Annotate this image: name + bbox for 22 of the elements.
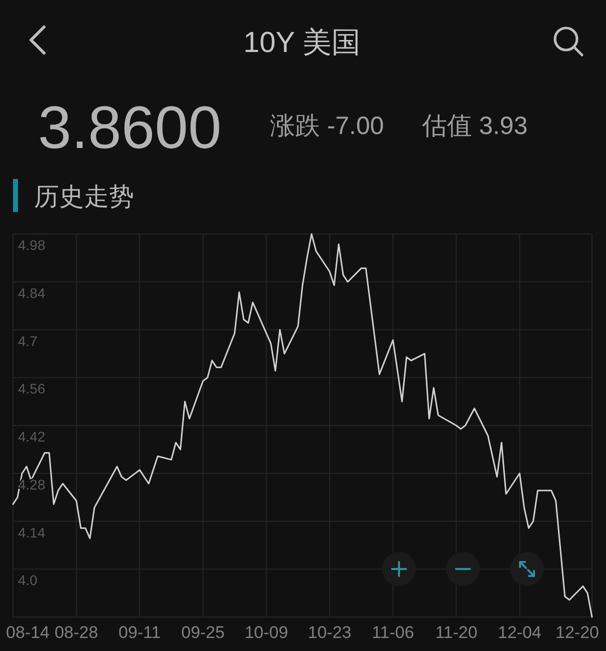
- x-tick-label: 12-20: [556, 623, 599, 642]
- x-tick-label: 10-23: [308, 623, 352, 642]
- x-tick-label: 11-06: [372, 623, 414, 642]
- subtitle: 历史走势: [34, 183, 134, 211]
- y-tick-label: 4.0: [18, 572, 38, 588]
- annotation: 3.8600: [38, 94, 222, 161]
- x-tick-label: 08-14: [6, 623, 50, 642]
- annotation: 估值 3.93: [422, 112, 528, 140]
- x-tick-label: 08-28: [54, 623, 98, 642]
- y-tick-label: 4.14: [18, 524, 46, 540]
- x-tick-label: 09-11: [118, 623, 161, 642]
- title: 10Y 美国: [243, 27, 361, 59]
- x-tick-label: 10-09: [244, 623, 288, 642]
- y-tick-label: 4.7: [18, 332, 38, 349]
- x-tick-label: 12-04: [498, 623, 542, 642]
- x-tick-label: 09-25: [181, 623, 225, 642]
- y-tick-label: 4.42: [18, 428, 46, 444]
- y-tick-label: 4.98: [18, 237, 46, 253]
- annotation: 涨跌 -7.00: [270, 112, 384, 140]
- x-tick-label: 11-20: [435, 623, 478, 642]
- y-tick-label: 4.84: [18, 284, 46, 301]
- y-tick-label: 4.56: [18, 380, 46, 397]
